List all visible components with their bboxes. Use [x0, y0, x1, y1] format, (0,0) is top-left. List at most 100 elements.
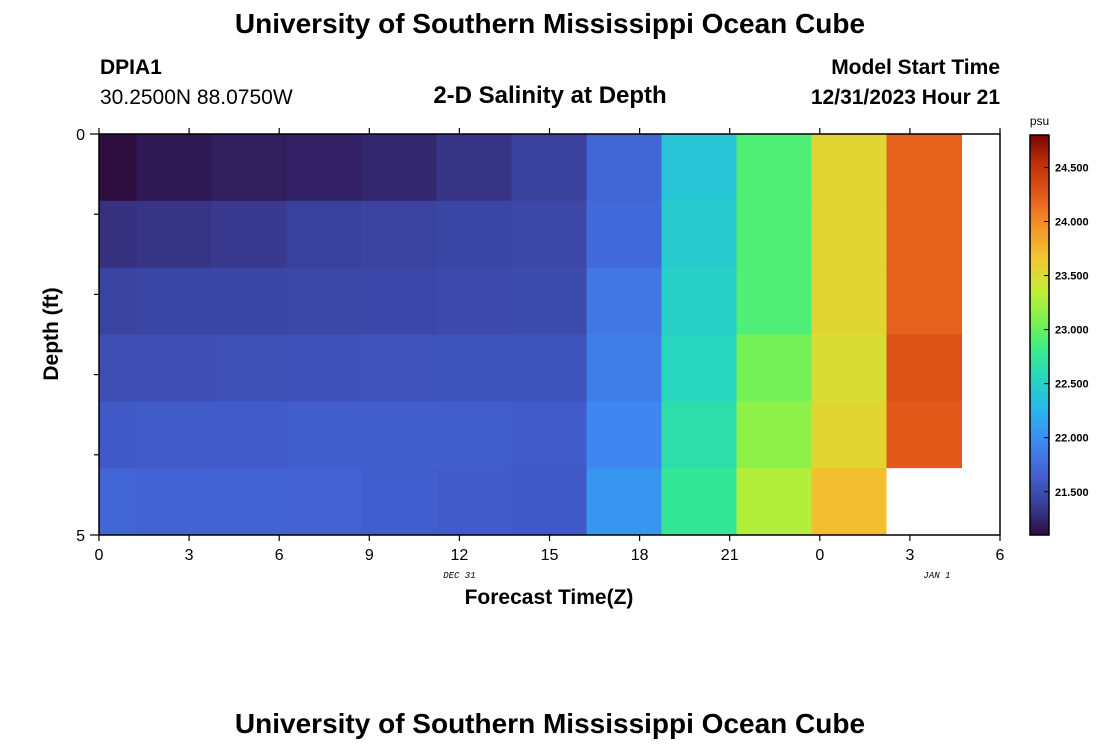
heatmap-cell: [286, 200, 362, 269]
y-tick-label: 5: [76, 528, 85, 545]
heatmap-cell: [811, 134, 887, 202]
heatmap-cell: [436, 401, 512, 469]
station-coordinates: 30.2500N 88.0750W: [100, 86, 293, 109]
colorbar-unit: psu: [1030, 114, 1049, 128]
heatmap-cell: [136, 334, 212, 402]
heatmap-cell: [361, 134, 437, 202]
colorbar-tick-label: 23.500: [1055, 271, 1089, 283]
heatmap-cell: [661, 334, 737, 402]
heatmap-cell: [286, 134, 362, 202]
heatmap-cells: [99, 134, 962, 536]
colorbar: psu 21.500 22.000 22.500 23.000 23.500 24.000 2…: [1029, 114, 1089, 536]
y-axis-label: Depth (ft): [40, 287, 63, 380]
heatmap-cell: [586, 134, 662, 202]
heatmap-cell: [661, 200, 737, 269]
colorbar-tick-label: 24.000: [1055, 216, 1089, 228]
heatmap-cell: [361, 267, 437, 335]
x-axis: 0 3 6 9 12 15 18 21 0 3 6 DEC 31 JAN 1: [95, 128, 1005, 581]
heatmap-cell: [586, 401, 662, 469]
station-id: DPIA1: [100, 56, 162, 79]
heatmap-cell: [99, 334, 137, 402]
heatmap-cell: [811, 401, 887, 469]
heatmap-cell: [586, 267, 662, 335]
chart-subtitle: 2-D Salinity at Depth: [433, 82, 667, 109]
x-tick-label: 9: [365, 547, 374, 564]
y-axis: 05: [76, 127, 99, 545]
x-tick-label: 6: [275, 547, 284, 564]
heatmap-cell: [286, 334, 362, 402]
heatmap-cell: [436, 134, 512, 202]
colorbar-tick-label: 22.000: [1055, 433, 1089, 445]
heatmap-cell: [511, 401, 587, 469]
heatmap-cell: [511, 267, 587, 335]
heatmap-cell-missing: [886, 468, 962, 536]
heatmap-cell: [811, 267, 887, 335]
heatmap-cell: [736, 134, 812, 202]
heatmap-cell: [286, 468, 362, 536]
x-tick-label: 3: [185, 547, 194, 564]
colorbar-tick-label: 23.000: [1055, 325, 1089, 337]
heatmap-cell: [811, 200, 887, 269]
heatmap-cell: [811, 468, 887, 536]
heatmap-cell: [211, 134, 287, 202]
x-date-label: JAN 1: [923, 571, 950, 581]
heatmap-cell: [511, 200, 587, 269]
footer-title: University of Southern Mississippi Ocean…: [234, 708, 866, 739]
heatmap-cell: [436, 468, 512, 536]
heatmap-cell: [361, 468, 437, 536]
heatmap-cell: [886, 134, 962, 202]
heatmap-cell: [211, 468, 287, 536]
colorbar-tick-label: 22.500: [1055, 379, 1089, 391]
x-date-label: DEC 31: [443, 571, 475, 581]
heatmap-cell: [211, 334, 287, 402]
heatmap-cell: [661, 468, 737, 536]
heatmap-cell: [211, 267, 287, 335]
heatmap-cell: [136, 134, 212, 202]
heatmap-cell: [886, 401, 962, 469]
x-tick-label: 15: [541, 547, 559, 564]
model-start-value: 12/31/2023 Hour 21: [810, 86, 1000, 109]
heatmap-cell: [99, 200, 137, 269]
heatmap-cell: [99, 267, 137, 335]
heatmap-cell: [736, 468, 812, 536]
heatmap-cell: [886, 267, 962, 335]
heatmap-cell: [286, 401, 362, 469]
y-tick-label: 0: [76, 127, 85, 144]
x-tick-label: 0: [95, 547, 104, 564]
heatmap-cell: [586, 468, 662, 536]
heatmap-cell: [886, 200, 962, 269]
x-tick-label: 0: [815, 547, 824, 564]
heatmap-cell: [436, 267, 512, 335]
heatmap-cell: [211, 200, 287, 269]
heatmap-cell: [211, 401, 287, 469]
heatmap-cell: [736, 401, 812, 469]
heatmap-cell: [586, 200, 662, 269]
colorbar-tick-label: 24.500: [1055, 162, 1089, 174]
heatmap-cell: [511, 468, 587, 536]
x-tick-label: 3: [905, 547, 914, 564]
heatmap-cell: [361, 334, 437, 402]
heatmap-cell: [136, 401, 212, 469]
colorbar-gradient: [1029, 134, 1050, 536]
heatmap-cell: [361, 401, 437, 469]
x-tick-label: 6: [996, 547, 1005, 564]
heatmap-cell: [586, 334, 662, 402]
x-tick-label: 21: [721, 547, 739, 564]
heatmap-cell: [736, 267, 812, 335]
heatmap-cell: [886, 334, 962, 402]
heatmap-cell: [736, 200, 812, 269]
heatmap-cell: [136, 200, 212, 269]
heatmap-cell: [286, 267, 362, 335]
heatmap-cell: [99, 468, 137, 536]
model-start-label: Model Start Time: [831, 56, 1000, 79]
heatmap-cell: [361, 200, 437, 269]
colorbar-tick-label: 21.500: [1055, 487, 1089, 499]
heatmap-cell: [736, 334, 812, 402]
heatmap-cell: [661, 401, 737, 469]
heatmap-cell: [511, 334, 587, 402]
heatmap-cell: [436, 200, 512, 269]
heatmap-cell: [811, 334, 887, 402]
heatmap-cell: [136, 267, 212, 335]
x-axis-label: Forecast Time(Z): [465, 586, 634, 609]
